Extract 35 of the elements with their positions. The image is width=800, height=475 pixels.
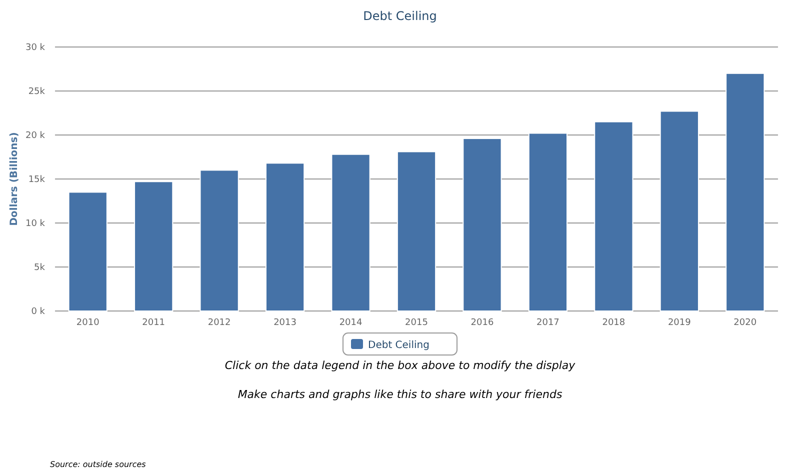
y-tick-label: 20 k (25, 131, 46, 142)
bar (265, 162, 305, 312)
bar (134, 181, 174, 312)
x-tick-label: 2010 (76, 318, 100, 328)
x-tick-label: 2014 (339, 318, 362, 328)
chart-title: Debt Ceiling (363, 9, 437, 23)
x-tick-label: 2011 (142, 318, 166, 328)
bar (594, 121, 634, 312)
bar (200, 170, 239, 312)
text: Click on the data legend in the box above to modify the display (224, 359, 576, 372)
x-tick-label: 2019 (668, 318, 692, 328)
y-tick-label: 30 k (25, 43, 46, 54)
bar (462, 138, 502, 312)
x-tick-label: 2015 (405, 318, 428, 328)
bar (396, 151, 436, 312)
x-tick-label: 2013 (274, 318, 296, 328)
x-tick-label: 2012 (208, 318, 231, 328)
y-axis-title: Dollars (Billions) (9, 132, 20, 226)
y-tick-label: 15k (28, 175, 46, 186)
legend-label: Debt Ceiling (368, 340, 430, 351)
bar (68, 192, 108, 312)
y-tick-label: 10 k (25, 219, 46, 230)
x-tick-label: 2020 (734, 318, 757, 328)
bar (660, 110, 699, 312)
text: Make charts and graphs like this to share with your friends (238, 388, 562, 401)
x-tick-label: 2018 (602, 318, 626, 328)
bar (528, 132, 568, 312)
y-tick-label: 0 k (31, 307, 46, 318)
x-tick-label: 2017 (536, 318, 560, 328)
bar (331, 154, 370, 312)
source-note: Source: outside sources (50, 460, 146, 469)
y-tick-label: 5k (34, 263, 46, 274)
x-tick-label: 2016 (470, 318, 494, 328)
bar (726, 72, 765, 312)
y-tick-label: 25k (28, 87, 46, 98)
